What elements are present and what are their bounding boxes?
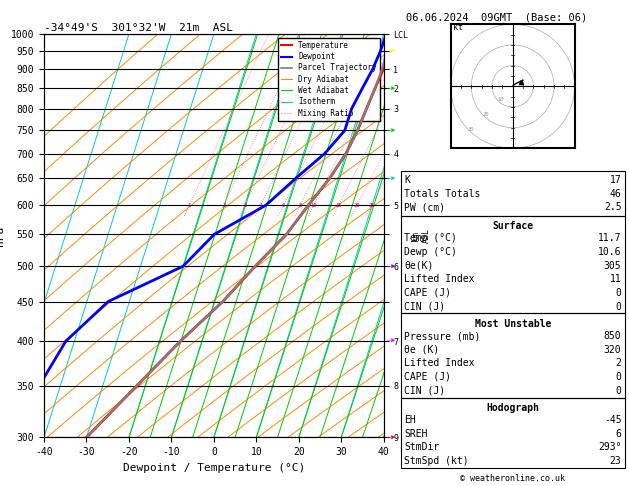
Text: CAPE (J): CAPE (J): [404, 372, 452, 382]
Text: 0: 0: [616, 288, 621, 298]
Text: 0: 0: [616, 301, 621, 312]
Text: 4: 4: [259, 203, 262, 208]
Y-axis label: km
ASL: km ASL: [411, 228, 431, 243]
Text: —▶: —▶: [387, 86, 396, 91]
Text: CIN (J): CIN (J): [404, 385, 445, 396]
Text: 2: 2: [616, 358, 621, 368]
Text: 17: 17: [610, 175, 621, 185]
Text: 11: 11: [610, 274, 621, 284]
Text: —▶: —▶: [387, 175, 396, 181]
Text: StmSpd (kt): StmSpd (kt): [404, 456, 469, 466]
Text: Hodograph: Hodograph: [486, 403, 540, 413]
Text: 2: 2: [222, 203, 225, 208]
Y-axis label: hPa: hPa: [0, 226, 5, 246]
Text: Most Unstable: Most Unstable: [475, 319, 551, 329]
Text: 293°: 293°: [598, 442, 621, 452]
Text: —▶: —▶: [387, 48, 396, 54]
Text: 0: 0: [616, 385, 621, 396]
Text: 11.7: 11.7: [598, 233, 621, 243]
Text: Lifted Index: Lifted Index: [404, 274, 475, 284]
Text: kt: kt: [453, 23, 463, 33]
Text: 46: 46: [610, 189, 621, 199]
Text: 320: 320: [604, 345, 621, 355]
Text: 6: 6: [616, 429, 621, 439]
Text: θe (K): θe (K): [404, 345, 440, 355]
Text: 0: 0: [616, 372, 621, 382]
Text: 20: 20: [483, 112, 489, 117]
Text: —▶: —▶: [387, 338, 396, 344]
Text: —▶: —▶: [387, 127, 396, 133]
Text: PW (cm): PW (cm): [404, 202, 445, 212]
Text: © weatheronline.co.uk: © weatheronline.co.uk: [460, 474, 565, 483]
Text: K: K: [404, 175, 410, 185]
Text: CIN (J): CIN (J): [404, 301, 445, 312]
Text: EH: EH: [404, 415, 416, 425]
Text: StmDir: StmDir: [404, 442, 440, 452]
Text: Surface: Surface: [493, 221, 533, 231]
Text: 10.6: 10.6: [598, 247, 621, 257]
Text: -45: -45: [604, 415, 621, 425]
Text: CAPE (J): CAPE (J): [404, 288, 452, 298]
Text: SREH: SREH: [404, 429, 428, 439]
Legend: Temperature, Dewpoint, Parcel Trajectory, Dry Adiabat, Wet Adiabat, Isotherm, Mi: Temperature, Dewpoint, Parcel Trajectory…: [277, 38, 380, 121]
Text: 10: 10: [498, 97, 504, 102]
Text: 25: 25: [369, 203, 375, 208]
Text: —▶: —▶: [387, 434, 396, 440]
Text: Pressure (mb): Pressure (mb): [404, 331, 481, 341]
Text: 2.5: 2.5: [604, 202, 621, 212]
Text: 15: 15: [335, 203, 342, 208]
Text: Lifted Index: Lifted Index: [404, 358, 475, 368]
Text: Dewp (°C): Dewp (°C): [404, 247, 457, 257]
Text: 305: 305: [604, 260, 621, 271]
Text: θe(K): θe(K): [404, 260, 434, 271]
Text: 06.06.2024  09GMT  (Base: 06): 06.06.2024 09GMT (Base: 06): [406, 12, 587, 22]
Text: 23: 23: [610, 456, 621, 466]
Text: Totals Totals: Totals Totals: [404, 189, 481, 199]
Text: 20: 20: [353, 203, 360, 208]
Text: 6: 6: [282, 203, 285, 208]
Text: 10: 10: [310, 203, 317, 208]
Text: 3: 3: [243, 203, 247, 208]
X-axis label: Dewpoint / Temperature (°C): Dewpoint / Temperature (°C): [123, 463, 305, 473]
Text: —▶: —▶: [387, 263, 396, 269]
Text: 850: 850: [604, 331, 621, 341]
Text: 30: 30: [468, 127, 474, 132]
Text: 1: 1: [187, 203, 191, 208]
Text: Temp (°C): Temp (°C): [404, 233, 457, 243]
Text: 8: 8: [299, 203, 302, 208]
Text: -34°49'S  301°32'W  21m  ASL: -34°49'S 301°32'W 21m ASL: [44, 23, 233, 33]
